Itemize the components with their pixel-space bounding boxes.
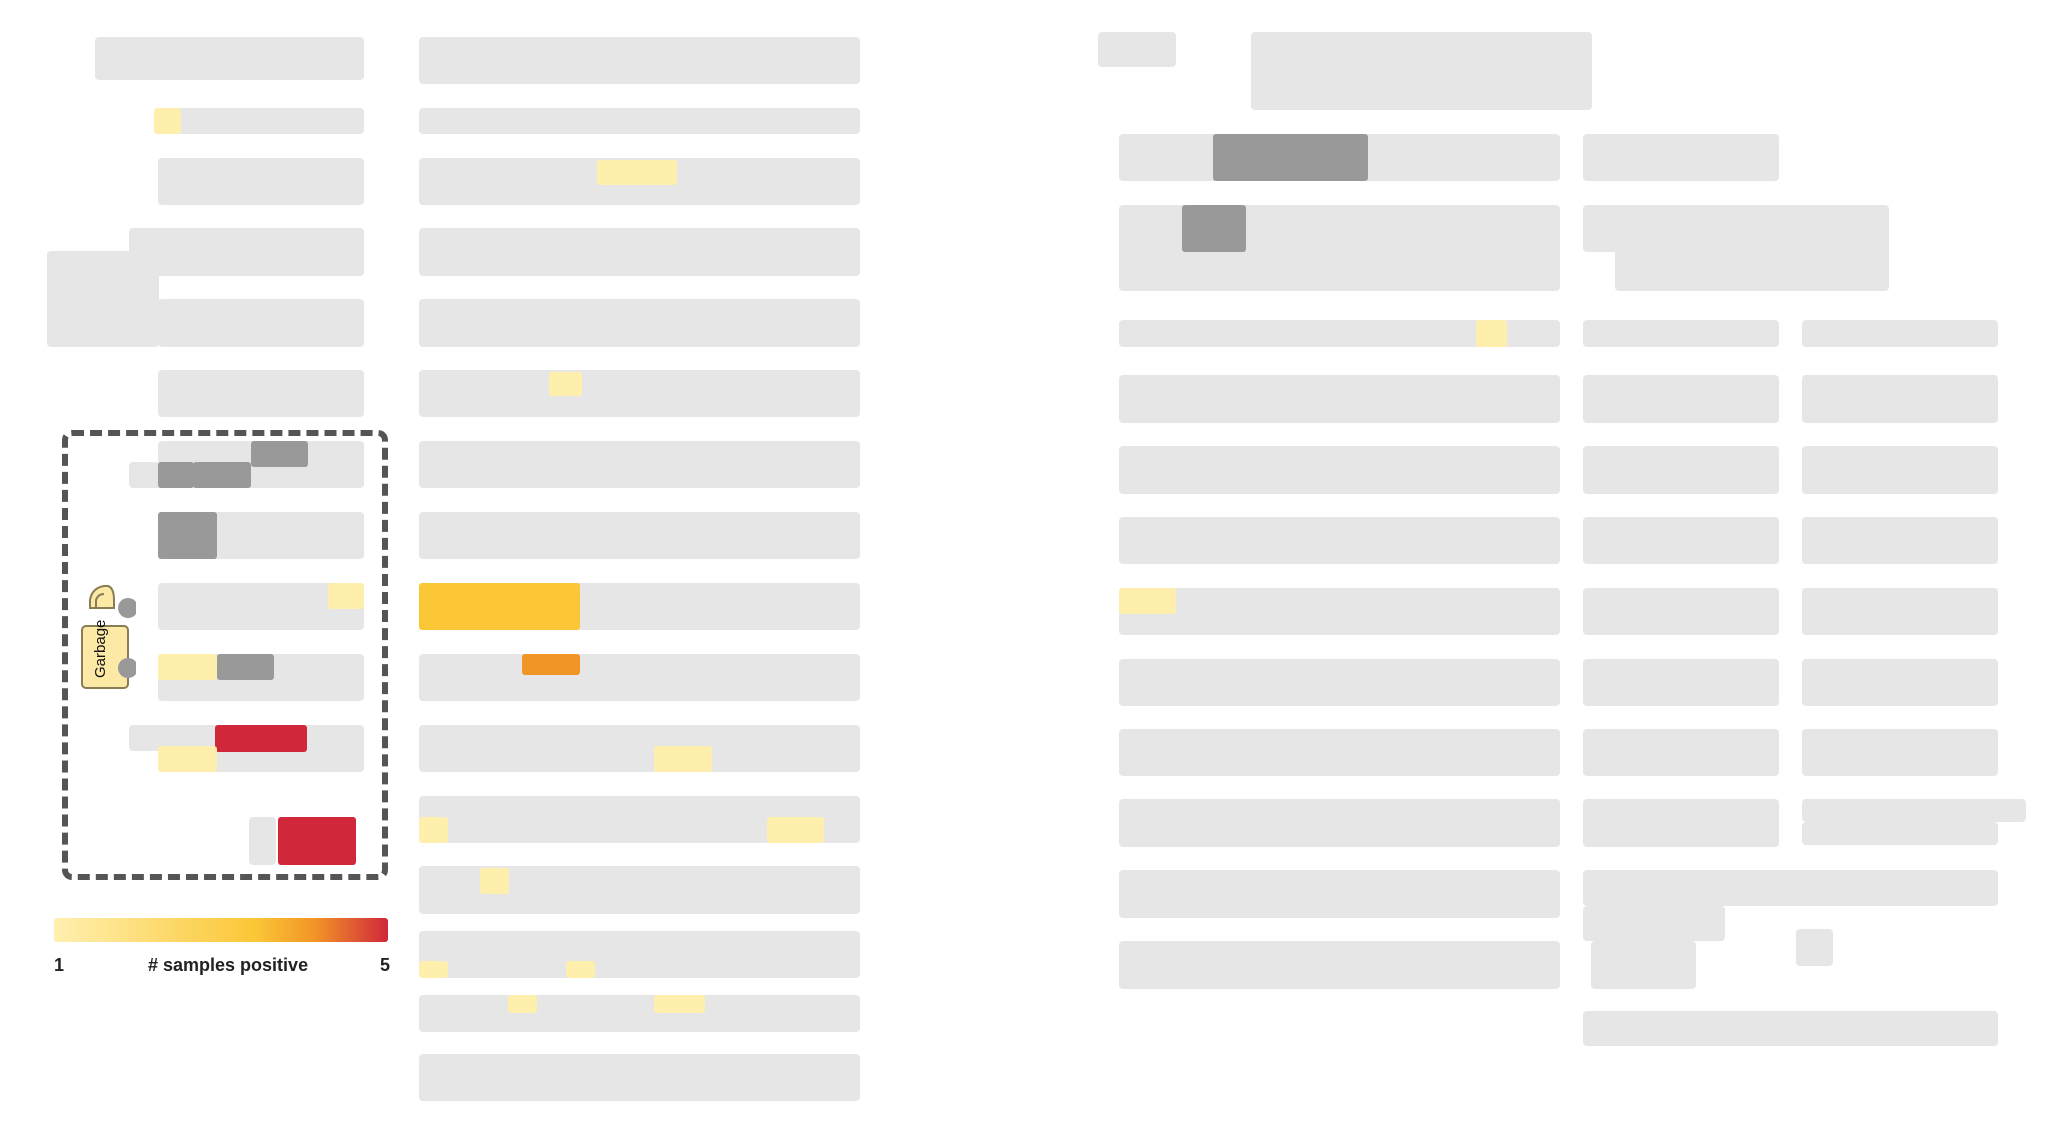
mark-col1-row10-b (216, 653, 275, 681)
mark-col1-row7-c (192, 462, 251, 489)
placeholder-block (47, 250, 159, 347)
mark-col1-row9 (328, 582, 364, 610)
mark-col2-row13 (480, 867, 510, 894)
mark-col1-row2 (153, 107, 182, 134)
placeholder-block (1118, 799, 1560, 847)
mark-col1-row8 (157, 511, 217, 560)
placeholder-block (1802, 659, 1999, 707)
mark-col2-row3 (597, 160, 678, 186)
placeholder-block (418, 653, 860, 702)
placeholder-block (1583, 799, 1779, 847)
mark-col1-row10-a (157, 653, 217, 681)
mark-col1-row7-a (250, 441, 309, 468)
legend-max-label: 5 (380, 955, 391, 975)
placeholder-block (1583, 204, 1890, 253)
placeholder-block (1802, 517, 1999, 565)
placeholder-block (1583, 659, 1779, 707)
placeholder-block (1118, 659, 1560, 707)
placeholder-block (1802, 728, 1999, 776)
placeholder-block (1583, 870, 1999, 906)
mark-col1-row11-b (157, 745, 217, 772)
placeholder-block (1802, 799, 2026, 822)
placeholder-block (418, 441, 860, 489)
placeholder-block (94, 36, 364, 81)
placeholder-block (1118, 517, 1560, 565)
placeholder-block (1118, 728, 1560, 776)
placeholder-block (1118, 941, 1560, 989)
placeholder-block (1614, 244, 1890, 292)
placeholder-block (418, 36, 860, 84)
placeholder-block (1097, 31, 1177, 67)
placeholder-block (153, 107, 364, 134)
placeholder-block (1795, 929, 1833, 967)
garbage-region-outline (62, 430, 388, 880)
mark-col2-row9 (418, 582, 581, 631)
placeholder-block (1118, 446, 1560, 494)
mark-col1-row12 (278, 816, 356, 866)
placeholder-block (418, 724, 860, 772)
placeholder-block (1802, 821, 1999, 846)
mark-col3-row3 (1475, 320, 1508, 347)
placeholder-block (1583, 133, 1779, 182)
placeholder-block (418, 511, 860, 560)
placeholder-block (157, 299, 364, 347)
placeholder-block (1251, 31, 1593, 111)
mark-col2-row11 (653, 745, 712, 772)
placeholder-block (1583, 446, 1779, 494)
mark-col3-row7 (1118, 588, 1177, 615)
placeholder-block (1118, 870, 1560, 918)
mark-col2-row15-b (653, 995, 705, 1014)
mark-col3-row1-a (1213, 133, 1368, 182)
garbage-bag-icon (81, 585, 136, 689)
placeholder-block (418, 228, 860, 276)
placeholder-block (418, 299, 860, 347)
mark-col2-row12-b (766, 816, 825, 843)
legend-min-label: 1 (54, 955, 65, 975)
placeholder-block (1118, 588, 1560, 636)
placeholder-block (418, 370, 860, 418)
placeholder-block (1583, 588, 1779, 636)
placeholder-block (157, 157, 364, 205)
legend-title: # samples positive (148, 955, 309, 975)
placeholder-block (1583, 1010, 1999, 1047)
placeholder-block (157, 370, 364, 418)
mark-col2-row15-a (508, 995, 537, 1014)
mark-col2-row6 (548, 371, 582, 397)
placeholder-block (1583, 375, 1779, 423)
placeholder-block (418, 995, 860, 1032)
placeholder-block (128, 228, 364, 276)
placeholder-block (418, 107, 860, 134)
mark-col2-row10 (522, 653, 581, 675)
placeholder-block (1802, 375, 1999, 423)
mark-col3-row2 (1181, 204, 1246, 253)
placeholder-block (1583, 320, 1779, 347)
mark-col2-row14-a (418, 960, 448, 979)
color-scale-bar (54, 918, 388, 942)
placeholder-block (1583, 728, 1779, 776)
garbage-label: Garbage (92, 619, 109, 678)
placeholder-block (1802, 320, 1999, 347)
placeholder-block (1583, 905, 1726, 942)
placeholder-block (1118, 375, 1560, 423)
placeholder-block (1591, 941, 1697, 989)
placeholder-block (1583, 517, 1779, 565)
mark-col2-row14-b (565, 960, 595, 979)
placeholder-block (249, 816, 276, 866)
mark-col2-row12-a (418, 816, 448, 843)
placeholder-block (1802, 588, 1999, 636)
mark-col1-row7-b (157, 462, 195, 489)
placeholder-block (1802, 446, 1999, 494)
placeholder-block (418, 1054, 860, 1102)
placeholder-block (418, 930, 860, 979)
mark-col1-row11-a (215, 724, 308, 753)
